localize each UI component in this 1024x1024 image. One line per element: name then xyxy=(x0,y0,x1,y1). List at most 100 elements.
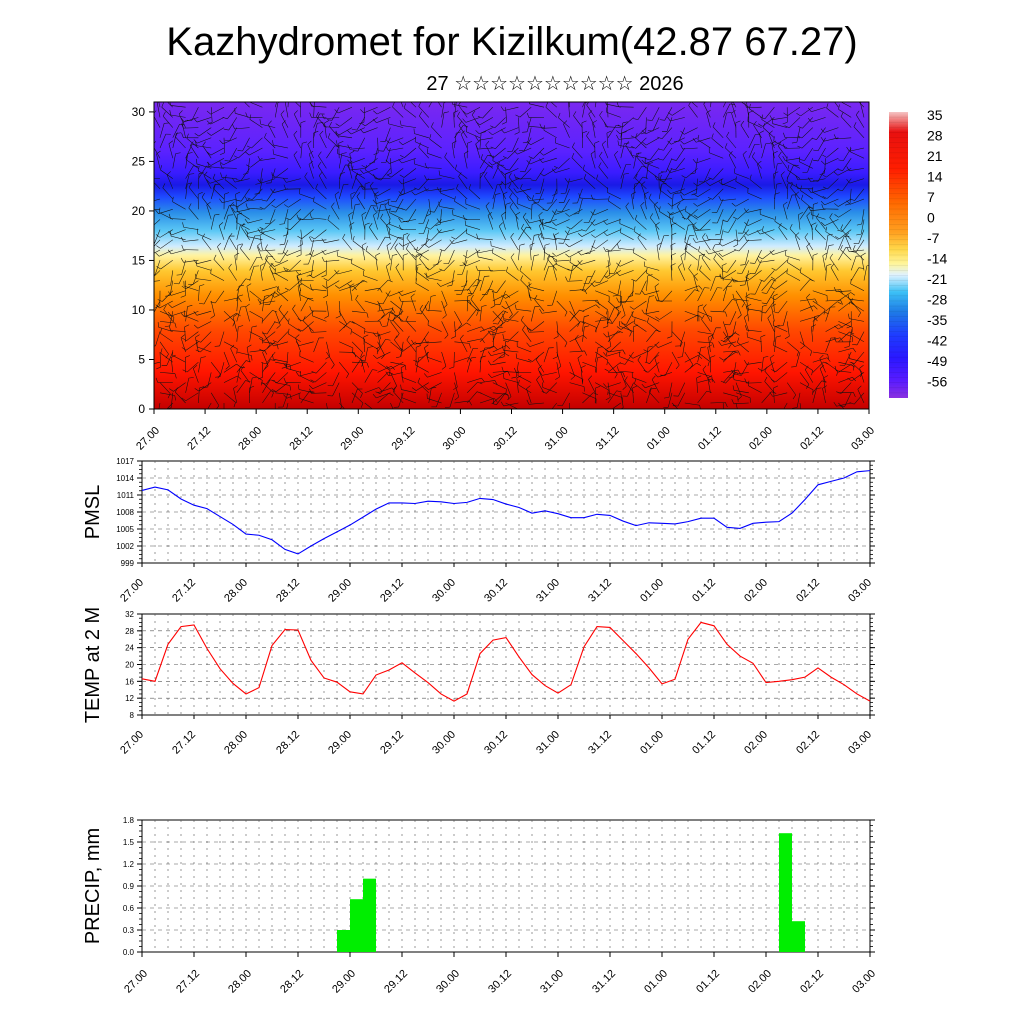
wind-barb-flag xyxy=(388,370,391,376)
wind-barb xyxy=(357,137,366,152)
wind-barb xyxy=(516,358,532,363)
wind-barb-flag xyxy=(586,102,590,106)
wind-barb-flag xyxy=(308,297,314,300)
wind-barb-flag xyxy=(284,287,290,291)
wind-barb-flag xyxy=(622,121,628,124)
wind-barb xyxy=(175,391,186,404)
wind-barb xyxy=(352,240,365,251)
wind-barb-flag xyxy=(688,224,694,226)
wind-barb xyxy=(485,205,494,220)
wind-barb-flag xyxy=(436,218,440,223)
wind-barb-flag xyxy=(734,239,740,242)
wind-barb xyxy=(496,392,506,405)
wind-barb-flag xyxy=(385,365,391,370)
wind-barb-flag xyxy=(671,232,677,236)
wind-barb-flag xyxy=(203,171,208,176)
wind-barb xyxy=(278,309,289,322)
wind-barb xyxy=(467,338,482,343)
wind-barb-flag xyxy=(462,262,467,267)
wind-barb-flag xyxy=(698,285,703,290)
wind-barb-flag xyxy=(232,124,235,130)
wind-barb-flag xyxy=(257,228,261,233)
x-tick-label: 28.12 xyxy=(274,577,302,605)
wind-barb xyxy=(620,372,627,387)
wind-barb-flag xyxy=(629,306,635,310)
wind-barb xyxy=(838,331,850,343)
wind-barb-flag xyxy=(180,236,184,242)
wind-barb-flag xyxy=(577,251,582,256)
wind-barb-flag xyxy=(489,327,494,331)
wind-barb-flag xyxy=(261,199,267,202)
wind-barb xyxy=(154,229,161,244)
wind-barb xyxy=(595,341,608,351)
wind-barb xyxy=(551,188,558,204)
wind-barb-flag xyxy=(278,305,282,310)
wind-barb xyxy=(428,102,433,108)
wind-barb xyxy=(274,259,289,267)
wind-barb-flag xyxy=(577,354,582,359)
wind-barb xyxy=(716,198,724,213)
wind-barb xyxy=(661,290,673,303)
wind-barb-flag xyxy=(584,350,587,356)
wind-barb xyxy=(311,288,327,292)
wind-barb-flag xyxy=(582,130,588,134)
wind-barb xyxy=(799,361,813,371)
x-tick-label: 29.00 xyxy=(326,729,354,757)
wind-barb-flag xyxy=(698,314,703,319)
wind-barb-flag xyxy=(181,244,184,250)
wind-barb-flag xyxy=(398,296,402,302)
wind-barb-flag xyxy=(387,318,393,322)
wind-barb-flag xyxy=(382,325,388,327)
wind-barb-flag xyxy=(489,154,495,158)
wind-barb-flag xyxy=(501,181,506,186)
wind-barb xyxy=(440,280,455,287)
wind-barb xyxy=(351,392,364,404)
wind-barb-flag xyxy=(195,340,201,343)
wind-barb-flag xyxy=(732,385,735,391)
wind-barb-flag xyxy=(688,102,692,106)
wind-barb xyxy=(407,209,417,223)
wind-barb-flag xyxy=(373,110,378,115)
wind-barb xyxy=(800,190,813,200)
wind-barb xyxy=(761,119,775,128)
wind-barb xyxy=(276,290,289,302)
wind-barb xyxy=(684,127,698,135)
wind-barb xyxy=(658,235,665,251)
wind-barb-flag xyxy=(481,304,487,307)
wind-barb-flag xyxy=(538,232,543,237)
wind-barb-flag xyxy=(416,266,419,272)
wind-barb xyxy=(230,205,238,220)
wind-barb xyxy=(626,311,634,325)
wind-barb xyxy=(496,166,506,179)
wind-barb xyxy=(605,126,621,128)
wind-barb xyxy=(300,282,314,292)
wind-barb-flag xyxy=(731,369,735,375)
wind-barb xyxy=(697,287,705,302)
wind-barb xyxy=(213,188,225,200)
wind-barb xyxy=(686,208,698,220)
wind-barb-flag xyxy=(309,213,312,219)
wind-barb xyxy=(774,184,778,200)
wind-barb xyxy=(517,346,532,353)
wind-barb-flag xyxy=(297,283,303,287)
wind-barb xyxy=(806,246,814,261)
wind-barb xyxy=(682,341,686,357)
wind-barb xyxy=(678,266,686,281)
wind-barb xyxy=(620,232,634,241)
wind-barb xyxy=(437,249,442,265)
wind-barb-flag xyxy=(502,156,508,159)
wind-barb xyxy=(709,152,724,159)
wind-barb xyxy=(274,311,281,326)
wind-barb xyxy=(351,127,365,135)
wind-barb xyxy=(478,256,493,261)
wind-barb-flag xyxy=(207,161,210,167)
wind-barb-flag xyxy=(514,174,517,180)
wind-barb-flag xyxy=(270,188,274,193)
wind-barb xyxy=(192,270,199,285)
wind-barb-flag xyxy=(726,112,732,114)
wind-barb xyxy=(260,123,276,128)
wind-barb xyxy=(606,351,621,357)
wind-barb-flag xyxy=(797,145,803,149)
wind-barb-flag xyxy=(830,263,835,268)
wind-barb-flag xyxy=(584,325,590,328)
